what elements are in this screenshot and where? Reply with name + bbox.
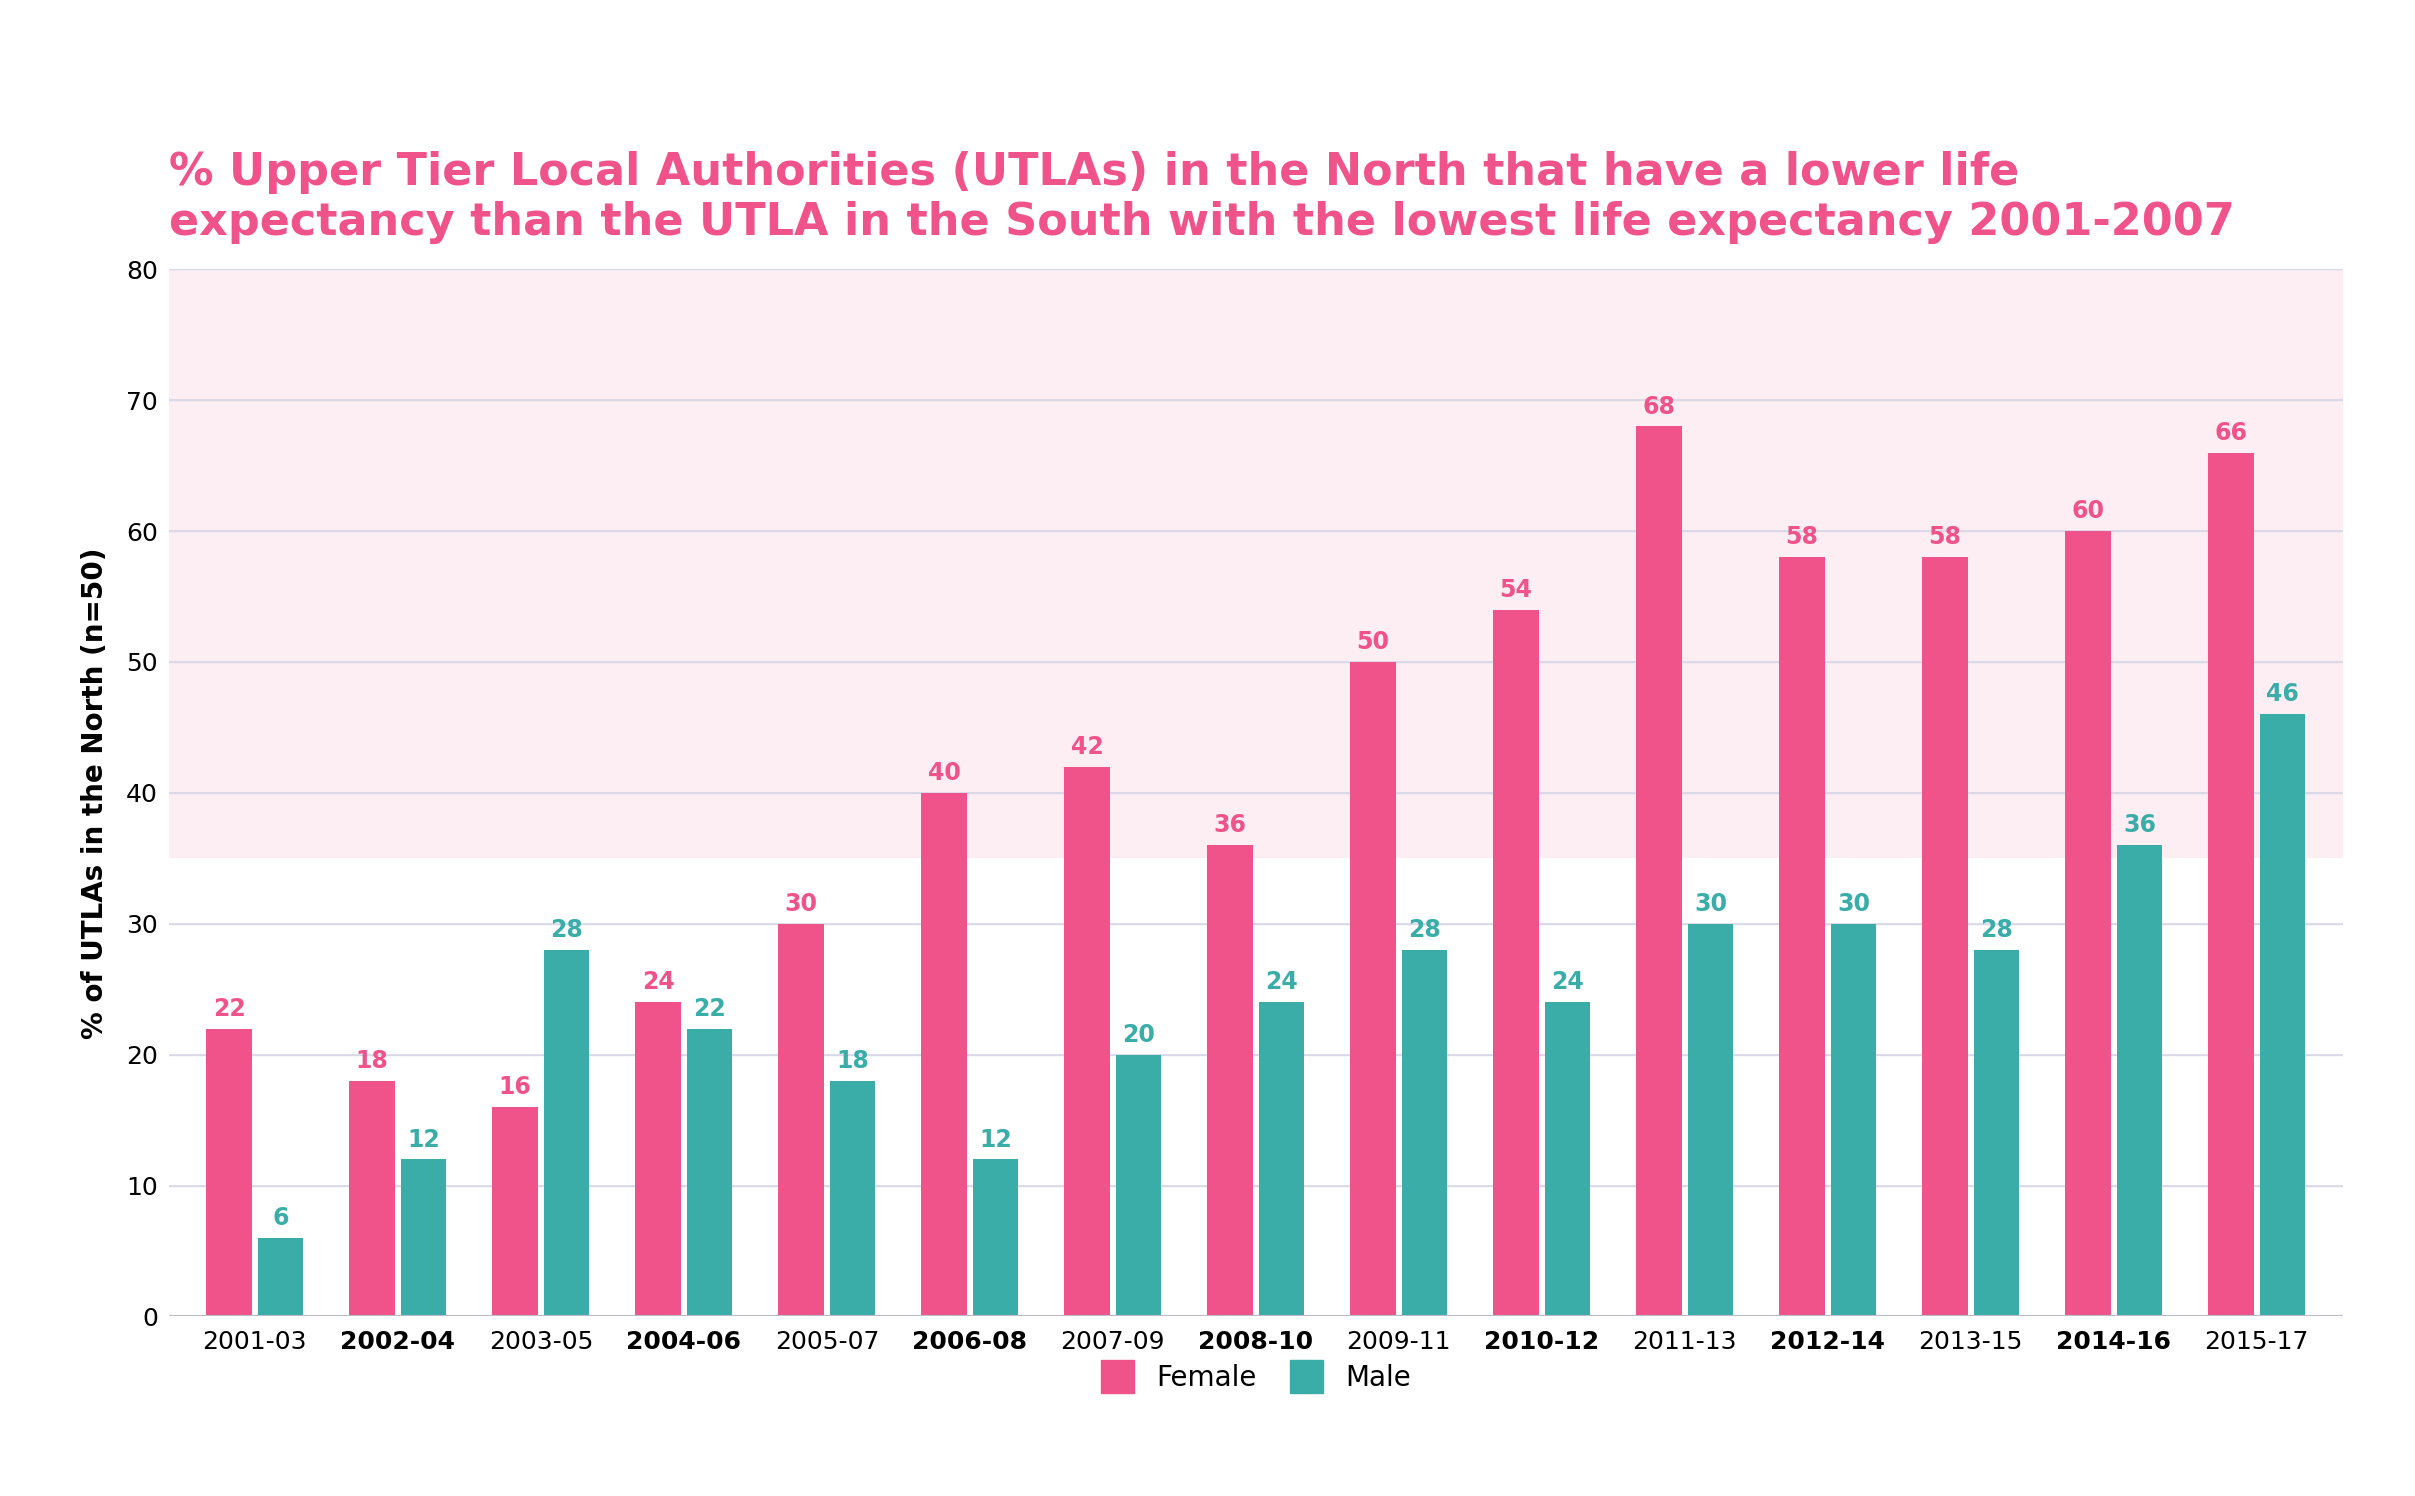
Bar [169, 269, 2343, 859]
Text: 20: 20 [1123, 1023, 1154, 1047]
Bar [1688, 923, 1734, 1316]
Bar [258, 1239, 304, 1316]
Bar [1065, 766, 1111, 1316]
Bar [1492, 610, 1538, 1316]
Text: 58: 58 [1930, 525, 1961, 549]
Bar [831, 1080, 874, 1316]
Text: 46: 46 [2265, 682, 2299, 706]
Bar [1208, 845, 1253, 1316]
Bar [1546, 1002, 1591, 1316]
Text: 50: 50 [1357, 630, 1389, 654]
Text: 22: 22 [693, 996, 727, 1020]
Text: 24: 24 [1265, 971, 1297, 995]
Text: 28: 28 [1408, 919, 1442, 942]
Bar [1401, 950, 1447, 1316]
Bar [1635, 426, 1681, 1316]
Bar [350, 1080, 396, 1316]
Text: 30: 30 [1838, 892, 1869, 916]
Y-axis label: % of UTLAs in the North (n=50): % of UTLAs in the North (n=50) [82, 548, 109, 1038]
Text: 28: 28 [551, 919, 582, 942]
Bar [778, 923, 824, 1316]
Bar [493, 1107, 539, 1316]
Bar [2116, 845, 2161, 1316]
Text: 28: 28 [1980, 919, 2014, 942]
Text: 60: 60 [2072, 500, 2103, 524]
Text: 22: 22 [213, 996, 246, 1020]
Bar [2065, 531, 2111, 1316]
Bar [1831, 923, 1876, 1316]
Text: 24: 24 [1550, 971, 1584, 995]
Text: 42: 42 [1070, 735, 1104, 758]
Text: 18: 18 [836, 1049, 869, 1073]
Text: 16: 16 [497, 1076, 531, 1100]
Text: 6: 6 [273, 1206, 290, 1230]
Text: 12: 12 [408, 1128, 440, 1152]
Bar [1780, 557, 1826, 1316]
Bar [2260, 714, 2306, 1316]
Bar [973, 1159, 1019, 1316]
Bar [401, 1159, 447, 1316]
Text: 58: 58 [1785, 525, 1818, 549]
Text: 30: 30 [785, 892, 819, 916]
Text: 30: 30 [1693, 892, 1727, 916]
Text: % Upper Tier Local Authorities (UTLAs) in the North that have a lower life
expec: % Upper Tier Local Authorities (UTLAs) i… [169, 151, 2234, 244]
Text: 40: 40 [927, 761, 961, 785]
Bar [543, 950, 589, 1316]
Text: 36: 36 [2123, 814, 2157, 838]
Text: 24: 24 [642, 971, 674, 995]
Text: 36: 36 [1215, 814, 1246, 838]
Text: 66: 66 [2215, 420, 2248, 444]
Bar [205, 1029, 251, 1316]
Bar [2207, 452, 2253, 1316]
Bar [920, 793, 966, 1316]
Text: 54: 54 [1500, 577, 1534, 601]
Text: 18: 18 [355, 1049, 389, 1073]
Bar [635, 1002, 681, 1316]
Bar [1116, 1055, 1162, 1316]
Bar [686, 1029, 732, 1316]
Legend: Female, Male: Female, Male [1087, 1345, 1425, 1408]
Text: 12: 12 [978, 1128, 1012, 1152]
Bar [1258, 1002, 1304, 1316]
Bar [1922, 557, 1968, 1316]
Text: 68: 68 [1642, 395, 1676, 419]
Bar [1973, 950, 2019, 1316]
Bar [1350, 661, 1396, 1316]
